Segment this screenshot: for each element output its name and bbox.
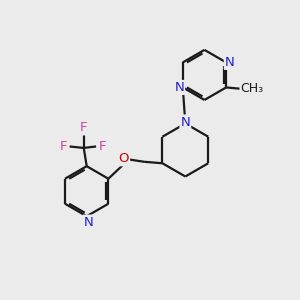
Text: N: N xyxy=(225,56,235,69)
Text: N: N xyxy=(83,216,93,229)
Text: N: N xyxy=(181,116,190,128)
Text: F: F xyxy=(98,140,106,153)
Text: O: O xyxy=(118,152,129,165)
Text: F: F xyxy=(60,140,68,153)
Text: CH₃: CH₃ xyxy=(241,82,264,95)
Text: F: F xyxy=(80,122,88,134)
Text: N: N xyxy=(174,81,184,94)
